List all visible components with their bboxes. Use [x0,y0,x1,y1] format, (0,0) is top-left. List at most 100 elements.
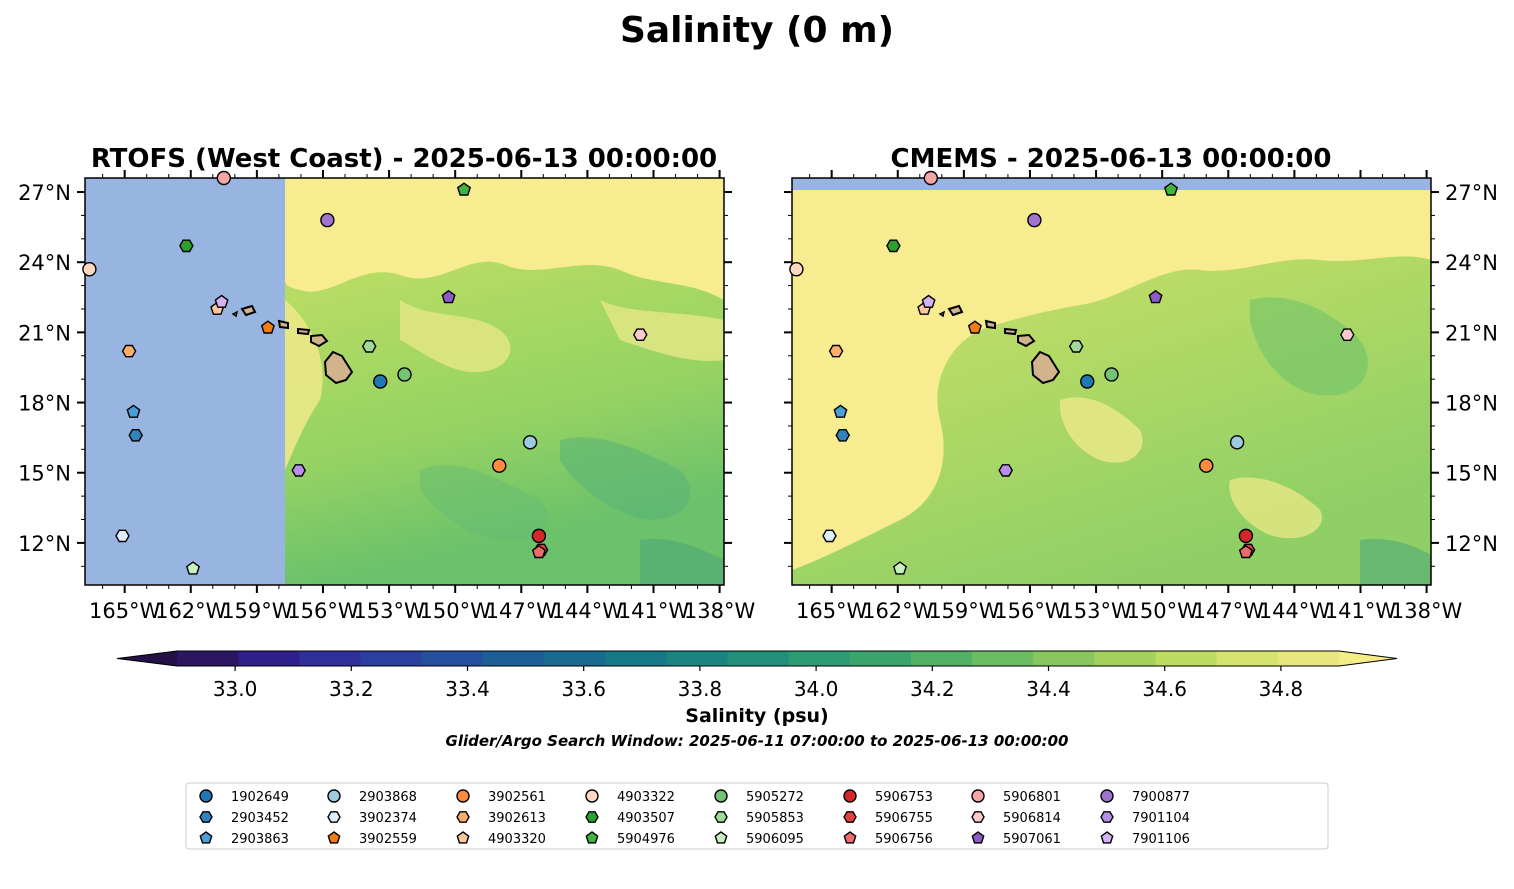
legend-marker [843,789,857,803]
platform-marker [492,458,507,473]
colorbar-segment [1216,651,1279,666]
y-tick-label: 18°N [1445,392,1498,416]
platform-marker [998,464,1014,477]
platform-marker [921,294,936,308]
platform-marker [1238,528,1254,544]
y-tick-label: 24°N [1445,251,1498,275]
platform-marker [185,561,201,575]
no-data-strip-cmems [792,178,1431,190]
platform-marker [833,404,848,418]
colorbar-tick-label: 33.0 [213,677,258,701]
platform-marker [260,320,275,334]
colorbar-segment [543,651,606,666]
colorbar-tick-label: 34.4 [1026,677,1071,701]
y-tick-label: 12°N [1445,532,1498,556]
legend-marker [971,789,985,803]
legend-marker [714,789,728,803]
x-tick-label: 147°W [1193,599,1265,623]
platform-marker [1163,182,1179,196]
platform-marker [1068,340,1084,353]
legend-marker [327,789,341,803]
legend-item: 5906755 [843,811,933,826]
colorbar: 33.0 33.2 33.4 33.6 33.8 34.0 34.2 34.4 34.6 34.8… [116,650,1398,727]
colorbar-segment [299,651,361,666]
legend-item: 3902559 [327,831,417,847]
platform-marker [1027,212,1042,228]
colorbar-segment [360,651,423,666]
platform-marker [1199,458,1214,473]
legend-label: 1902649 [231,790,289,805]
legend-label: 5906753 [875,790,933,805]
x-tick-label: 165°W [89,599,161,623]
search-window-caption: Glider/Argo Search Window: 2025-06-11 07… [446,732,1069,750]
high-salinity-region-cmems [792,190,1431,570]
x-tick-label: 162°W [862,599,934,623]
y-tick-label: 24°N [18,251,71,275]
colorbar-segment [666,651,728,666]
platform-marker [522,435,538,450]
legend-marker [585,789,599,803]
colorbar-label: Salinity (psu) [685,705,828,727]
x-tick-label: 141°W [618,599,690,623]
legend-label: 7900877 [1132,790,1190,805]
low-salinity-patch-rtofs-3 [640,538,724,585]
x-tick-label: 138°W [1391,599,1463,623]
platform-marker [361,340,377,353]
colorbar-outline [116,650,1398,667]
platform-marker [441,289,456,304]
y-tick-label: 15°N [18,462,71,486]
legend-item: 4903320 [456,831,546,847]
legend-marker [843,811,857,823]
colorbar-segment [788,651,851,666]
low-salinity-patch-cmems-2 [1360,538,1431,585]
platform-marker [967,320,982,334]
legend-marker [585,831,599,844]
legend-label: 2903868 [359,790,417,805]
legend-item: 5905272 [714,789,804,805]
high-salinity-patch-rtofs-3 [600,300,724,361]
legend-item: 2903452 [199,811,289,826]
legend-label: 5907061 [1003,832,1061,847]
y-tick-label: 18°N [18,392,71,416]
colorbar-tick-label: 34.2 [910,677,955,701]
hawaii-islands-rtofs [231,304,354,385]
legend-label: 5906755 [875,811,933,826]
colorbar-segment [605,651,667,666]
legend-item: 5906814 [971,811,1061,826]
x-tick-label: 147°W [486,599,558,623]
legend-marker [971,811,985,823]
platform-marker [291,464,307,477]
high-salinity-patch-cmems-1 [1059,397,1143,463]
platform-marker [320,212,335,228]
platform-marker [1148,289,1163,304]
legend-label: 2903452 [231,811,289,826]
legend-item: 3902613 [456,811,546,826]
x-tick-label: 156°W [994,599,1066,623]
legend-item: 5906756 [843,831,933,847]
platform-marker [886,239,901,253]
legend-item: 3902561 [456,789,546,805]
legend-label: 4903320 [488,832,546,847]
x-tick-label: 138°W [684,599,756,623]
colorbar-segment [1155,651,1218,666]
legend-label: 4903507 [617,811,675,826]
x-tick-label: 159°W [928,599,1000,623]
legend-marker [199,789,213,803]
legend-item: 5906801 [971,789,1061,805]
legend-label: 5905272 [746,790,804,805]
legend-marker [199,811,213,823]
legend-item: 5907061 [971,831,1061,847]
colorbar-segment [421,651,484,666]
legend-marker [1100,831,1114,844]
high-salinity-patch-cmems-2 [1229,477,1322,539]
map-panel-cmems: CMEMS - 2025-06-13 00:00:00 165°W162°W15… [784,144,1498,623]
legend-label: 3902559 [359,832,417,847]
x-tick-label: 150°W [1126,599,1198,623]
x-tick-label: 153°W [353,599,425,623]
legend-label: 5905853 [746,811,804,826]
y-tick-label: 27°N [1445,181,1498,205]
platform-marker [822,529,837,543]
low-salinity-patch-cmems-1 [1250,297,1368,396]
low-salinity-patch-rtofs-2 [420,465,548,541]
legend-label: 3902374 [359,811,417,826]
